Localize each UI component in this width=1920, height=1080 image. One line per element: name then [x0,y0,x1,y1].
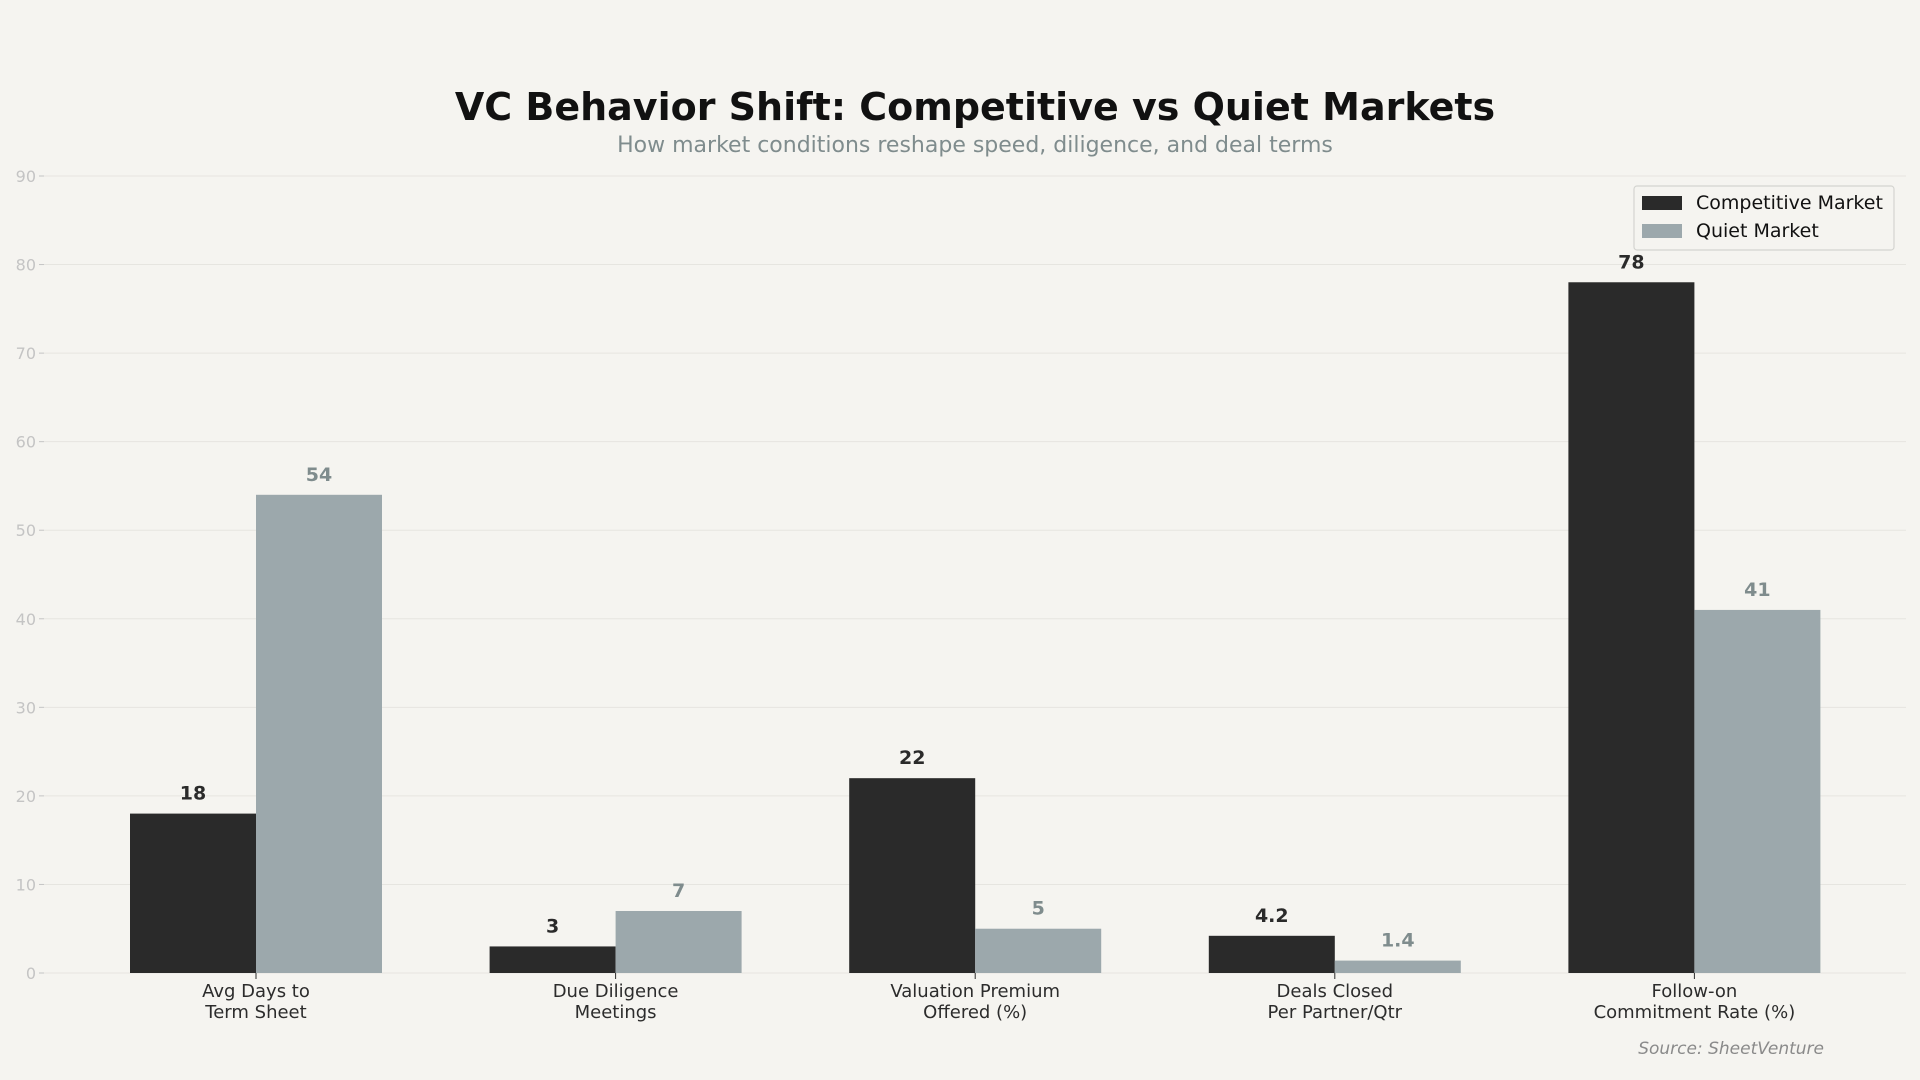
bar-quiet-2 [975,928,1102,973]
bar-competitive-4 [1568,282,1695,973]
x-tick-label-2-1: Offered (%) [923,1002,1027,1023]
bar-quiet-3 [1334,960,1461,973]
value-label-competitive-4: 78 [1618,251,1644,273]
legend: Competitive Market Quiet Market [1633,185,1895,251]
bar-competitive-2 [849,778,976,973]
source-note: Source: SheetVenture [1638,1039,1824,1059]
legend-label-quiet: Quiet Market [1696,220,1819,242]
y-tick-label-30: 30 [16,698,36,717]
bar-competitive-1 [489,946,616,973]
y-tick-label-50: 50 [16,521,36,540]
x-tick-label-0-0: Avg Days to [202,981,310,1002]
bar-quiet-1 [615,911,742,973]
x-tick-label-3-1: Per Partner/Qtr [1268,1002,1403,1023]
value-label-quiet-4: 41 [1744,579,1770,601]
x-tick-label-1-0: Due Diligence [553,981,679,1002]
x-tick-label-3-0: Deals Closed [1277,981,1394,1002]
bar-quiet-0 [256,494,382,973]
bar-competitive-3 [1208,935,1335,973]
legend-box [1633,185,1895,251]
value-label-competitive-1: 3 [546,915,559,937]
y-tick-label-80: 80 [16,256,36,275]
value-label-quiet-0: 54 [306,464,332,486]
y-tick-label-0: 0 [26,964,36,983]
legend-label-competitive: Competitive Market [1696,192,1883,214]
bar-competitive-0 [130,813,256,973]
value-label-competitive-0: 18 [180,783,206,805]
y-tick-label-70: 70 [16,344,36,363]
chart-title: VC Behavior Shift: Competitive vs Quiet … [455,85,1495,129]
x-tick-label-2-0: Valuation Premium [890,981,1060,1002]
chart-subtitle: How market conditions reshape speed, dil… [617,133,1333,158]
x-tick-label-4-0: Follow-on [1652,981,1738,1002]
y-axis: 0 10 20 30 40 50 60 70 80 90 [16,167,44,983]
value-label-quiet-1: 7 [672,880,685,902]
y-tick-label-40: 40 [16,610,36,629]
bar-quiet-4 [1694,609,1821,973]
x-tick-label-1-1: Meetings [575,1002,657,1023]
legend-swatch-competitive [1642,196,1682,210]
legend-swatch-quiet [1642,224,1682,238]
value-label-competitive-3: 4.2 [1255,905,1289,927]
data-labels: 18 54 3 7 22 5 4.2 1.4 78 41 [180,251,1771,951]
value-label-quiet-3: 1.4 [1381,930,1415,952]
y-tick-label-20: 20 [16,787,36,806]
bars [130,282,1821,973]
x-tick-label-0-1: Term Sheet [204,1002,306,1023]
x-tick-label-4-1: Commitment Rate (%) [1594,1002,1796,1023]
value-label-quiet-2: 5 [1032,898,1045,920]
value-label-competitive-2: 22 [899,747,925,769]
y-tick-label-10: 10 [16,875,36,894]
y-tick-label-90: 90 [16,167,36,186]
y-tick-label-60: 60 [16,433,36,452]
